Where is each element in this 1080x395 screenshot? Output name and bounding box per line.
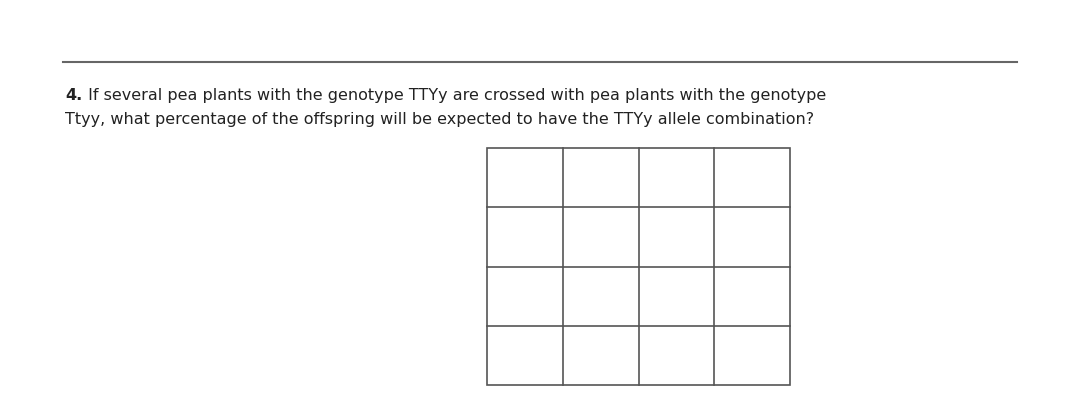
Text: Ttyy, what percentage of the offspring will be expected to have the TTYy allele : Ttyy, what percentage of the offspring w… — [65, 112, 814, 127]
Text: 4.: 4. — [65, 88, 82, 103]
Bar — [487, 148, 789, 385]
Text: If several pea plants with the genotype TTYy are crossed with pea plants with th: If several pea plants with the genotype … — [83, 88, 826, 103]
